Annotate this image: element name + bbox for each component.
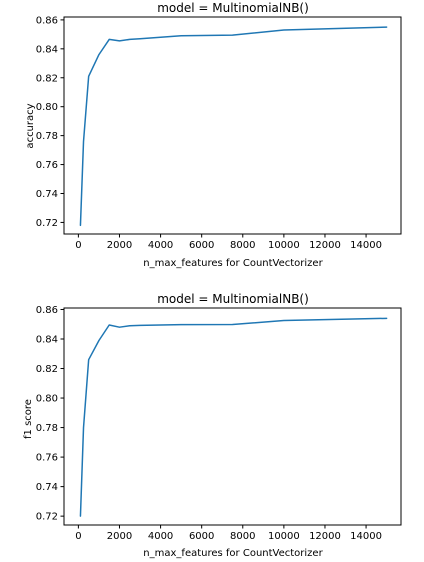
y-tick-label: 0.84 <box>36 44 58 55</box>
x-tick-label: 14000 <box>350 240 382 251</box>
plot-frame <box>63 16 402 235</box>
y-tick-label: 0.76 <box>36 453 58 464</box>
series-layer <box>79 317 388 517</box>
tick-layer: 0 2000 4000 6000 8000 10000 12000 14000 0.72 0.74… <box>36 15 382 251</box>
y-tick-label: 0.84 <box>36 335 58 346</box>
x-tick-label: 10000 <box>268 240 300 251</box>
x-tick-label: 6000 <box>189 240 214 251</box>
y-tick-label: 0.74 <box>36 189 58 200</box>
y-tick-label: 0.78 <box>36 423 58 434</box>
x-tick-label: 2000 <box>107 531 132 542</box>
accuracy-subplot: model = MultinomialNB() n_max_features f… <box>25 1 402 269</box>
y-tick-label: 0.72 <box>36 512 58 523</box>
y-tick-label: 0.80 <box>36 102 58 113</box>
y-tick-label: 0.86 <box>36 15 58 26</box>
x-axis-label: n_max_features for CountVectorizer <box>143 258 323 269</box>
y-axis-label: accuracy <box>25 103 36 148</box>
x-tick-label: 4000 <box>148 531 173 542</box>
plot-title: model = MultinomialNB() <box>157 292 309 306</box>
x-tick-label: 14000 <box>350 531 382 542</box>
y-axis-label: f1 score <box>23 399 34 439</box>
plot-title: model = MultinomialNB() <box>157 1 309 15</box>
tick-layer: 0 2000 4000 6000 8000 10000 12000 14000 0.72 0.74… <box>36 305 382 542</box>
y-tick-label: 0.74 <box>36 482 58 493</box>
x-tick-label: 8000 <box>230 240 255 251</box>
x-tick-label: 10000 <box>268 531 300 542</box>
y-tick-label: 0.82 <box>36 364 58 375</box>
x-tick-label: 0 <box>75 240 81 251</box>
x-tick-label: 0 <box>75 531 81 542</box>
series-line <box>79 317 388 517</box>
x-tick-label: 12000 <box>309 531 341 542</box>
y-tick-label: 0.78 <box>36 131 58 142</box>
x-axis-label: n_max_features for CountVectorizer <box>143 548 323 559</box>
x-tick-label: 2000 <box>107 240 132 251</box>
x-tick-label: 4000 <box>148 240 173 251</box>
y-tick-label: 0.86 <box>36 305 58 316</box>
series-layer <box>79 26 388 227</box>
x-tick-label: 12000 <box>309 240 341 251</box>
y-tick-label: 0.82 <box>36 73 58 84</box>
series-line <box>79 26 388 227</box>
plot-frame <box>63 307 402 526</box>
x-tick-label: 6000 <box>189 531 214 542</box>
y-tick-label: 0.76 <box>36 160 58 171</box>
f1-subplot: model = MultinomialNB() n_max_features f… <box>23 292 402 559</box>
y-tick-label: 0.72 <box>36 218 58 229</box>
y-tick-label: 0.80 <box>36 394 58 405</box>
x-tick-label: 8000 <box>230 531 255 542</box>
